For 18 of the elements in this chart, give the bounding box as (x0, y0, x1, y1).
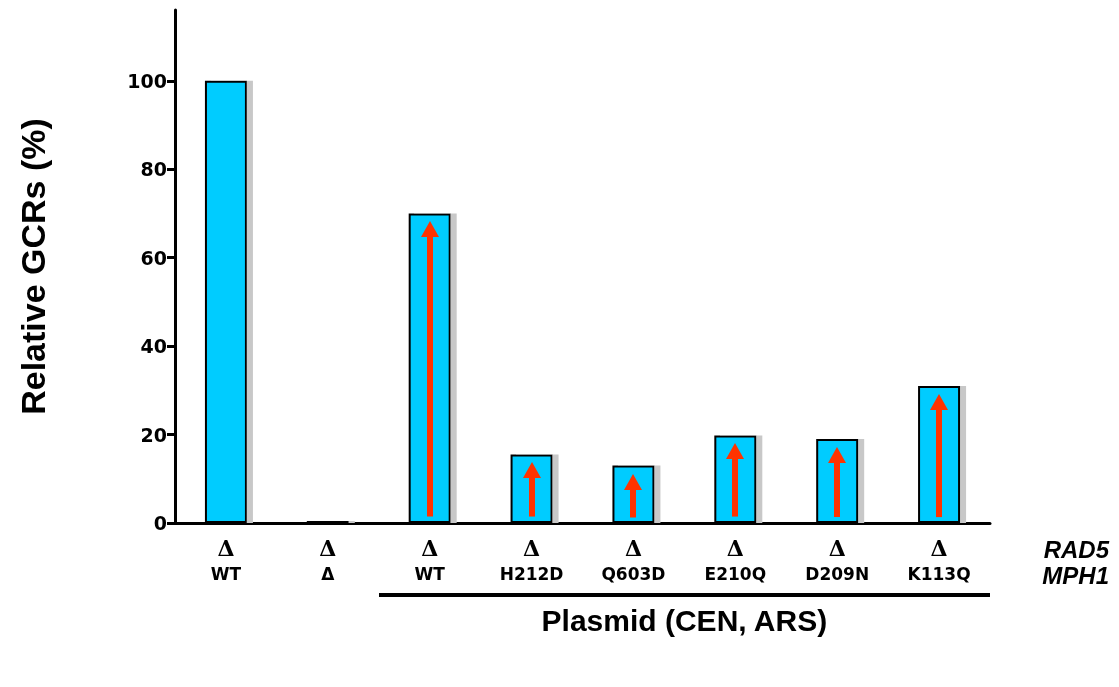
y-axis-title: Relative GCRs (%) (14, 118, 52, 415)
y-tick-label: 100 (127, 69, 167, 92)
y-tick-label: 0 (153, 512, 167, 534)
text: RAD5 (1043, 535, 1110, 563)
y-tick-label: 20 (140, 423, 167, 446)
x-tick-label: Δ Δ (319, 535, 337, 584)
y-tick-label: 40 (140, 335, 167, 358)
x-tick-label: Δ WT (210, 535, 242, 584)
x-tick-label: Δ Q603D (601, 535, 666, 584)
x-tick-label: Δ D209N (805, 535, 870, 584)
text: MPH1 (1042, 561, 1110, 589)
x-axis-title: Plasmid (CEN, ARS) (541, 603, 828, 637)
x-tick-label: Δ WT (414, 535, 446, 584)
y-tick-label: 60 (140, 246, 167, 269)
x-tick-label: Δ E210Q (704, 535, 767, 584)
x-tick-label: Δ H212D (499, 535, 564, 584)
y-tick-label: 80 (140, 158, 167, 181)
x-tick-label: Δ K113Q (907, 535, 971, 584)
